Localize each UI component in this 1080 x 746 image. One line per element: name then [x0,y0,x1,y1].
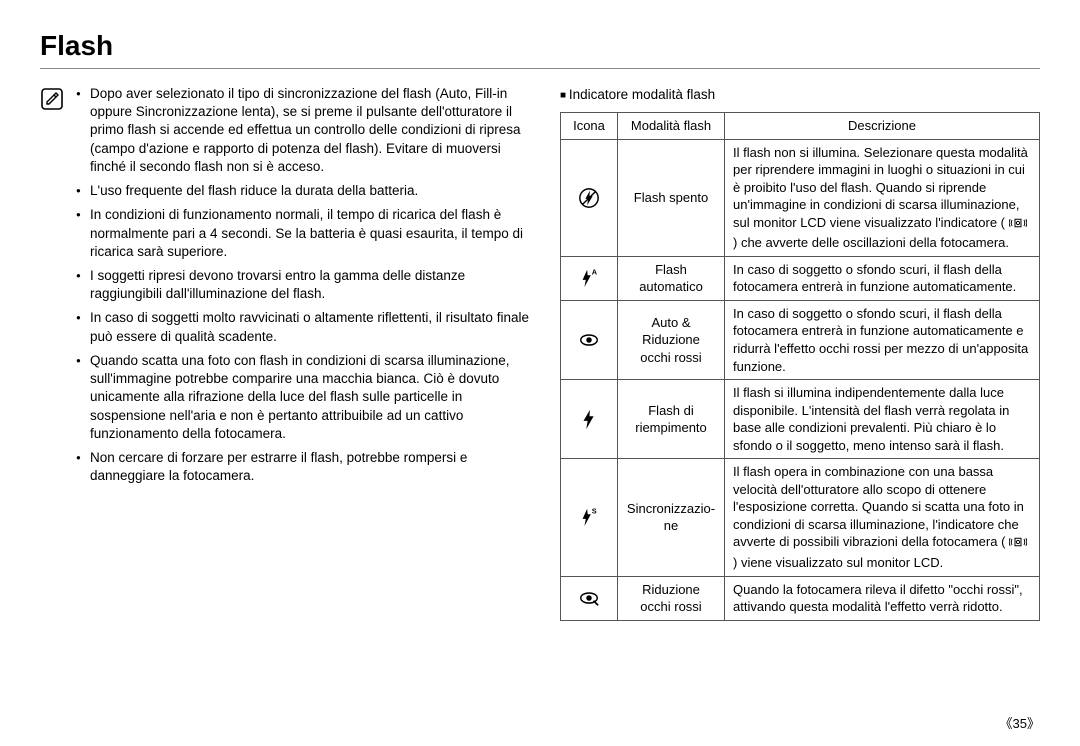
table-row: Sincronizzazio-ne Il flash opera in comb… [561,459,1040,576]
left-column: Dopo aver selezionato il tipo di sincron… [40,85,530,621]
eye-redeye-icon [561,576,618,620]
shake-icon [1009,535,1027,554]
page-number: 《35》 [1000,713,1040,732]
eye-icon [561,300,618,379]
flash-auto-icon [561,256,618,300]
table-row: Auto & Riduzione occhi rossi In caso di … [561,300,1040,379]
indicator-heading: Indicatore modalità flash [560,87,1040,102]
flash-modes-table: Icona Modalità flash Descrizione Flash s… [560,112,1040,621]
table-row: Flash di riempimento Il flash si illumin… [561,380,1040,459]
col-icon-header: Icona [561,113,618,140]
title-rule [40,68,1040,69]
right-column: Indicatore modalità flash Icona Modalità… [560,85,1040,621]
table-row: Riduzione occhi rossi Quando la fotocame… [561,576,1040,620]
desc-text: ) che avverte delle oscillazioni della f… [733,235,1009,250]
mode-desc: Quando la fotocamera rileva il difetto "… [725,576,1040,620]
bullet-item: In caso di soggetti molto ravvicinati o … [76,309,530,345]
desc-text: Il flash non si illumina. Selezionare qu… [733,145,1028,230]
bullet-item: In condizioni di funzionamento normali, … [76,206,530,261]
table-row: Flash spento Il flash non si illumina. S… [561,139,1040,256]
col-mode-header: Modalità flash [618,113,725,140]
mode-label: Riduzione occhi rossi [618,576,725,620]
mode-desc: In caso di soggetto o sfondo scuri, il f… [725,300,1040,379]
col-desc-header: Descrizione [725,113,1040,140]
table-row: Flash automatico In caso di soggetto o s… [561,256,1040,300]
bullet-item: Dopo aver selezionato il tipo di sincron… [76,85,530,176]
page-title: Flash [40,30,1040,62]
mode-label: Flash spento [618,139,725,256]
bullet-item: L'uso frequente del flash riduce la dura… [76,182,530,200]
mode-desc: In caso di soggetto o sfondo scuri, il f… [725,256,1040,300]
table-header-row: Icona Modalità flash Descrizione [561,113,1040,140]
bullet-item: Non cercare di forzare per estrarre il f… [76,449,530,485]
desc-text: ) viene visualizzato sul monitor LCD. [733,555,943,570]
desc-text: Il flash opera in combinazione con una b… [733,464,1024,549]
note-icon [40,85,66,621]
mode-label: Flash di riempimento [618,380,725,459]
bullet-item: Quando scatta una foto con flash in cond… [76,352,530,443]
content-columns: Dopo aver selezionato il tipo di sincron… [40,85,1040,621]
flash-slow-icon [561,459,618,576]
shake-icon [1009,216,1027,235]
mode-label: Auto & Riduzione occhi rossi [618,300,725,379]
mode-desc: Il flash opera in combinazione con una b… [725,459,1040,576]
flash-fill-icon [561,380,618,459]
mode-label: Flash automatico [618,256,725,300]
flash-off-icon [561,139,618,256]
bullet-item: I soggetti ripresi devono trovarsi entro… [76,267,530,303]
mode-label: Sincronizzazio-ne [618,459,725,576]
mode-desc: Il flash si illumina indipendentemente d… [725,380,1040,459]
mode-desc: Il flash non si illumina. Selezionare qu… [725,139,1040,256]
page: Flash Dopo aver selezionato il tipo di s… [0,0,1080,746]
note-bullets: Dopo aver selezionato il tipo di sincron… [76,85,530,621]
